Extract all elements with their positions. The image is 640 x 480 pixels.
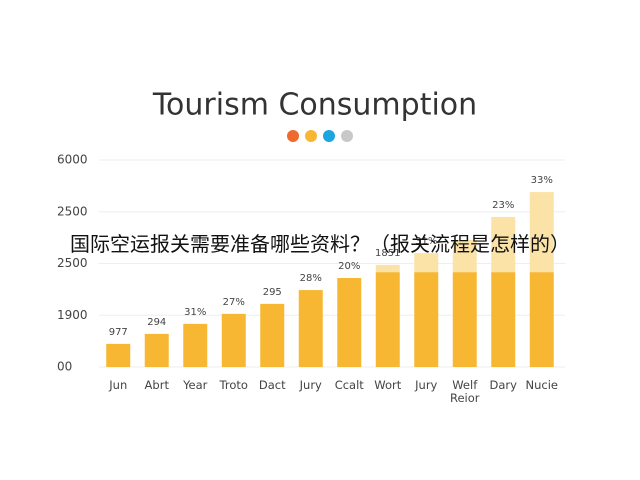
chart-title: Tourism Consumption [152, 88, 477, 123]
bar [337, 277, 362, 367]
bar-label: 31% [415, 236, 437, 247]
bar [491, 216, 516, 273]
bar [452, 272, 477, 367]
dot [305, 130, 317, 142]
bar [529, 272, 554, 367]
bar-label: 28% [300, 273, 322, 284]
bar-label: 1851 [375, 248, 400, 259]
overlay-text: 国际空运报关需要准备哪些资料？（报关流程是怎样的） [70, 232, 570, 256]
bar [529, 192, 554, 273]
bar [144, 333, 169, 367]
bar-label: 33% [531, 175, 553, 186]
dot [341, 130, 353, 142]
x-tick-label: Dary [489, 378, 517, 392]
bar-label: 20% [338, 261, 360, 272]
x-tick-label: Jury [415, 378, 438, 392]
bar [298, 290, 323, 367]
bar [452, 240, 477, 273]
bar [260, 303, 285, 367]
y-tick-label: 2500 [57, 256, 88, 270]
bar [221, 313, 246, 367]
bar [375, 272, 400, 367]
bar [183, 323, 208, 367]
x-tick-label: Wort [374, 378, 402, 392]
y-tick-label: 6000 [57, 153, 88, 167]
bar [414, 272, 439, 367]
bar [414, 253, 439, 273]
x-tick-label: Troto [219, 378, 248, 392]
y-tick-label: 00 [57, 360, 72, 374]
bar-label: 977 [109, 327, 128, 338]
bar-label: 295 [263, 287, 282, 298]
x-tick-label: Ccalt [334, 378, 364, 392]
bar [375, 264, 400, 273]
x-tick-label: Nucie [525, 378, 558, 392]
bar-label: 23% [492, 200, 514, 211]
bar-label: 294 [147, 317, 166, 328]
bar-label: 31% [184, 307, 206, 318]
dot [323, 130, 335, 142]
y-tick-label: 1900 [57, 308, 88, 322]
y-tick-label: 2500 [57, 204, 88, 218]
bar-label: 27% [223, 297, 245, 308]
x-tick-label: Year [183, 378, 208, 392]
x-tick-label: Abrt [144, 378, 169, 392]
bar [491, 272, 516, 367]
x-tick-label: Jun [109, 378, 128, 392]
bar [106, 343, 131, 367]
dot [287, 130, 299, 142]
x-tick-label: Dact [258, 378, 286, 392]
x-tick-label: Welf Reior [449, 378, 480, 405]
x-tick-label: Jury [299, 378, 322, 392]
